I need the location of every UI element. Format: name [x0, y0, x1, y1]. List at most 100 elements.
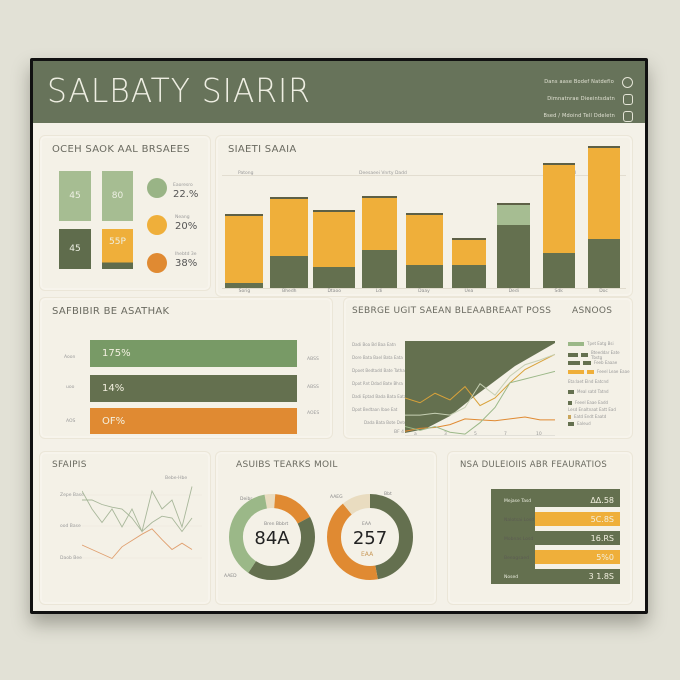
metric-gap [535, 564, 620, 569]
bar-chart-title: SIAETI SAAIA [228, 144, 297, 155]
bar-cap [361, 195, 397, 198]
donut-segment [327, 494, 413, 580]
bar-cap [542, 162, 575, 165]
metric-row[interactable]: 3 1.8S [588, 571, 614, 581]
legend-item[interactable]: Eatd Endt Eaatd [568, 414, 606, 419]
x-axis-label: Uea [464, 289, 474, 294]
stacked-bar[interactable] [451, 237, 486, 288]
stacked-bar[interactable] [542, 162, 575, 288]
kpi-square-1[interactable]: 45 [59, 171, 91, 221]
legend-item[interactable]: Meal satd Tatnd [568, 389, 609, 394]
bar-cap [587, 146, 620, 149]
legend-label: Eatd Endt Eaatd [574, 414, 607, 419]
donut-chart-2[interactable] [326, 493, 414, 581]
dashboard-title: SALBATY SIARIR [47, 71, 311, 110]
legend-item[interactable]: Feeel Eaae Eadd [568, 400, 608, 405]
donut-chart-1[interactable] [228, 493, 316, 581]
kpi-square-3[interactable]: 45 [59, 229, 91, 269]
donut-sublabel: Bren Bbbrt [264, 522, 289, 527]
stacked-bar[interactable] [270, 196, 309, 288]
ref-label: Patong [238, 171, 254, 176]
hbar-row-1[interactable]: 175% [90, 340, 297, 367]
hbar-right-label: ABSS [307, 357, 319, 362]
legend-item[interactable]: Tpet Eatg Bsi [568, 341, 614, 346]
small-line-plot [82, 486, 202, 560]
bar-segment-base [451, 264, 486, 288]
stat-label: Eaoresro [173, 183, 193, 188]
stacked-bar[interactable] [313, 210, 356, 288]
metric-label: Nosed [504, 575, 519, 580]
bar-x-labels: Sorig Bhedh Dtaoo Ldi Daay Uea Dedi Sdk Doc [222, 289, 626, 297]
x-axis-label: Doc [599, 289, 608, 294]
x-axis-label: Bhedh [282, 289, 297, 294]
legend-swatch [580, 353, 588, 357]
header-link-info[interactable]: Dans aase Bodef Natdeflo [543, 75, 633, 89]
hbar-left-label: uoo [66, 385, 75, 390]
x-axis-label: Ldi [375, 289, 383, 294]
line-chart-panel: SEBRGE UGIT SAEAN BLEAABREAAT POSS ASNOO… [343, 297, 633, 439]
legend-item[interactable]: Lesd Enaltnaat Eatt Ead [568, 407, 616, 412]
bar-segment-base [405, 264, 443, 288]
legend-swatch [568, 414, 571, 419]
stacked-bar[interactable] [497, 202, 531, 288]
metric-row[interactable]: 5%0 [596, 552, 614, 562]
y-axis-label: Dpoet Bedtadd Bate Tatha [352, 368, 405, 373]
y-axis-label: Dada Bata Bote Dete [364, 420, 407, 425]
reference-line [222, 175, 626, 176]
stat-value: 20% [175, 221, 198, 232]
metric-row[interactable]: 5C.8S [590, 514, 614, 524]
metric-label: Mejase Tasd [504, 499, 532, 504]
metric-label-bg [535, 550, 620, 564]
legend-label: Feeb Eaaae [594, 360, 618, 365]
legend-label: Tpet Eatg Bsi [587, 341, 614, 346]
x-axis-label: Sorig [238, 289, 251, 294]
bar-chart-panel: SIAETI SAAIA Patong Deesaeei Vnrty Dadd … [215, 135, 633, 297]
hbar-row-3[interactable]: OF% [90, 408, 297, 434]
legend-item[interactable]: Ealeud [568, 421, 591, 426]
bar-chart-area [222, 146, 626, 289]
legend-swatch [568, 360, 580, 365]
donut-panel-title: ASUIBS TEARKS MOIL [236, 460, 338, 470]
x-axis-label: 5 [474, 432, 477, 437]
bar-segment-top [451, 239, 486, 265]
metric-row[interactable]: 16.RS [590, 533, 614, 543]
header-links: Dans aase Bodef Natdeflo Dimnatnrae Diee… [543, 75, 633, 126]
stacked-bar[interactable] [405, 213, 443, 288]
donut-value: 257 [352, 528, 388, 549]
donut-panel: ASUIBS TEARKS MOIL Deibr AAED Bren Bbbrt… [215, 451, 437, 605]
stacked-bar[interactable] [361, 195, 397, 288]
bar-segment-base [497, 224, 531, 288]
x-axis-label: 7 [504, 432, 507, 437]
line-series [405, 353, 555, 416]
bar-cap [405, 213, 443, 216]
legend-label: Feeel Leae Eaae [597, 369, 630, 374]
bar-segment-base [225, 282, 264, 288]
metric-row[interactable]: ΔΔ.58 [590, 495, 614, 505]
stat-dot-green [147, 178, 167, 198]
annotation-label: Bebe-Hbe [165, 476, 188, 481]
hbar-row-2[interactable]: 14% [90, 375, 297, 402]
legend-item[interactable]: Feeel Leae Eaae [568, 369, 630, 374]
stacked-bar[interactable] [587, 146, 620, 288]
monitor-frame: SALBATY SIARIR Dans aase Bodef Natdeflo … [30, 58, 648, 614]
legend-item[interactable]: Bteeddar Eate Tbstg [568, 350, 632, 360]
header-link-document[interactable]: Dimnatnrae Dieeintsdatn [543, 92, 633, 106]
y-label: Daob Bee [60, 556, 82, 561]
y-axis-label: Dpot Rnt Ddad Bate Bhra [352, 381, 403, 386]
kpi-square-2[interactable]: 80 [102, 171, 133, 221]
x-axis-label: 3 [444, 432, 447, 437]
header-link-calendar[interactable]: Bsed / Mdoind Tell Ddeletn [543, 109, 633, 123]
donut-segment [327, 494, 413, 580]
stacked-bar[interactable] [225, 214, 264, 288]
kpi-square-4[interactable]: 55P [102, 229, 133, 269]
bar-cap [225, 214, 264, 217]
metric-gap [535, 526, 620, 531]
header-bar: SALBATY SIARIR Dans aase Bodef Natdeflo … [33, 61, 645, 123]
legend-item[interactable]: Feeb Eaaae [568, 360, 617, 365]
stat-value: 22.% [173, 189, 199, 200]
kpi-panel-title: OCEH SAOK AAL BRSAEES [52, 144, 190, 155]
legend-label: Lesd Enaltnaat Eatt Ead [568, 407, 616, 412]
x-axis-label: a [414, 432, 417, 437]
metric-label-bg [535, 531, 620, 545]
legend-item[interactable]: Eta:laet Elnd Eatcnd [568, 379, 609, 384]
